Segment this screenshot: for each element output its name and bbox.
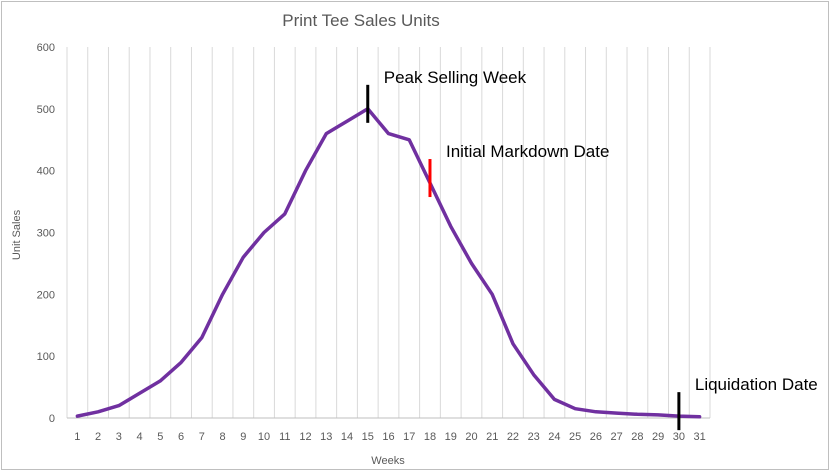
x-tick-label: 8 [220,431,226,443]
x-tick-label: 31 [694,431,706,443]
y-axis-label: Unit Sales [11,209,23,260]
y-axis-ticks: 0 100 200 300 400 500 600 [37,42,55,425]
x-tick-label: 7 [199,431,205,443]
x-tick-label: 21 [486,431,498,443]
x-tick-label: 9 [240,431,246,443]
y-tick-label: 0 [49,413,55,425]
x-tick-label: 13 [320,431,332,443]
series-line [75,107,702,419]
x-tick-label: 30 [673,431,685,443]
x-tick-label: 3 [116,431,122,443]
y-tick-label: 200 [37,289,55,301]
x-tick-label: 17 [403,431,415,443]
x-axis-label: Weeks [371,455,405,467]
y-tick-label: 100 [37,351,55,363]
x-tick-label: 1 [74,431,80,443]
y-tick-label: 300 [37,228,55,240]
x-tick-label: 23 [528,431,540,443]
annotation-markers: Peak Selling Week Initial Markdown Date Li… [366,68,818,431]
x-tick-label: 25 [569,431,581,443]
x-tick-label: 15 [362,431,374,443]
x-tick-label: 6 [178,431,184,443]
annotation-label: Liquidation Date [695,375,818,394]
annotation-label: Initial Markdown Date [446,142,609,161]
x-tick-label: 14 [341,431,353,443]
x-tick-label: 18 [424,431,436,443]
grid-lines [66,47,711,418]
x-tick-label: 16 [382,431,394,443]
y-tick-label: 600 [37,42,55,54]
x-tick-label: 11 [279,431,290,443]
y-tick-label: 500 [37,104,55,116]
x-tick-label: 26 [590,431,602,443]
x-tick-label: 29 [652,431,664,443]
chart-title: Print Tee Sales Units [282,11,439,30]
annotation-label: Peak Selling Week [384,68,527,87]
x-tick-label: 20 [465,431,477,443]
x-tick-label: 27 [611,431,623,443]
x-tick-label: 28 [631,431,643,443]
x-tick-label: 5 [157,431,163,443]
x-tick-label: 22 [507,431,519,443]
x-tick-label: 24 [548,431,560,443]
x-tick-label: 12 [299,431,311,443]
x-tick-label: 10 [258,431,270,443]
x-tick-label: 2 [95,431,101,443]
y-tick-label: 400 [37,166,55,178]
x-tick-label: 19 [445,431,457,443]
x-axis-ticks: 1 2 3 4 5 6 7 8 9 10 11 12 13 14 15 16 17 18 19 20 21 22 23 24 2… [74,431,705,443]
x-tick-label: 4 [137,431,143,443]
